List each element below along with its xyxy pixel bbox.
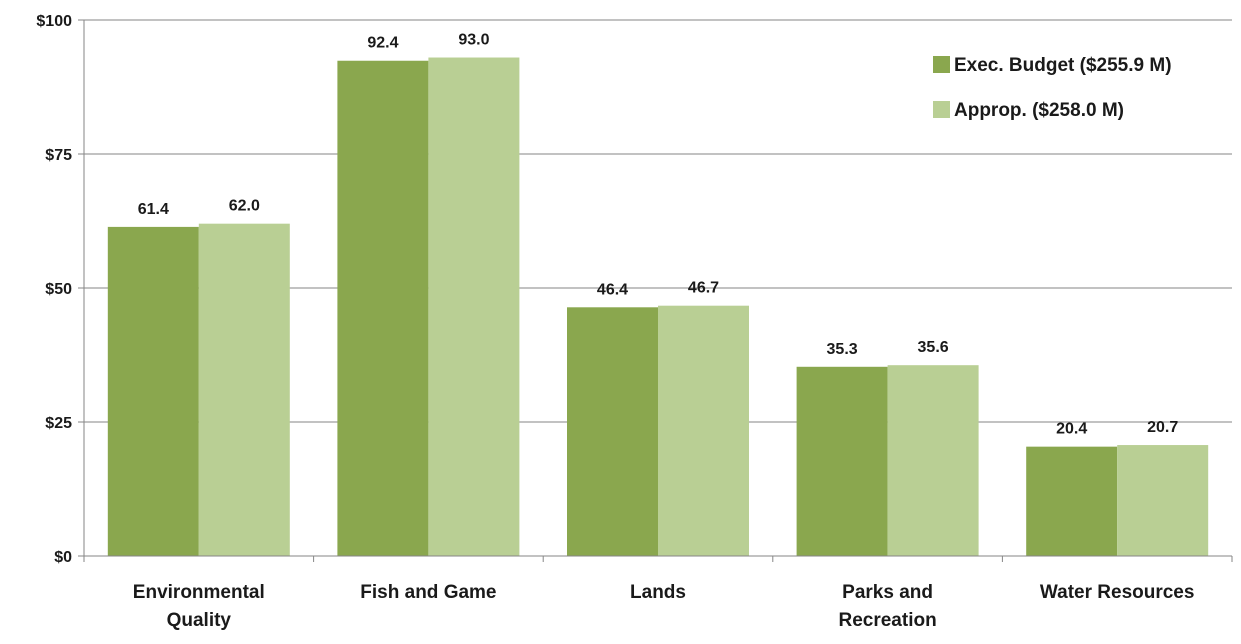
bar-exec-budget xyxy=(107,226,199,556)
data-label: 93.0 xyxy=(458,32,489,49)
data-label: 35.6 xyxy=(918,339,949,356)
data-label: 62.0 xyxy=(229,198,260,215)
y-tick-label: $50 xyxy=(45,281,72,298)
legend-label: Exec. Budget ($255.9 M) xyxy=(954,55,1172,76)
category-label: Environmental xyxy=(133,582,265,603)
bar-exec-budget xyxy=(796,366,888,556)
category-label: Lands xyxy=(630,582,686,603)
category-label: Recreation xyxy=(838,610,936,631)
bar-exec-budget xyxy=(567,307,658,556)
legend-label: Approp. ($258.0 M) xyxy=(954,100,1124,121)
data-label: 61.4 xyxy=(138,201,169,218)
y-tick-label: $0 xyxy=(54,549,72,566)
bar-approp xyxy=(428,57,520,557)
y-tick-label: $100 xyxy=(36,13,72,30)
bar-exec-budget xyxy=(337,60,429,557)
category-label: Parks and xyxy=(842,582,933,603)
legend-swatch xyxy=(933,101,950,118)
bar-approp xyxy=(658,305,749,556)
data-label: 46.7 xyxy=(688,280,719,297)
y-tick-label: $75 xyxy=(45,147,72,164)
bar-approp xyxy=(887,365,979,556)
axes: $0 $25 $50 $75 $100 xyxy=(36,13,1233,566)
bars xyxy=(107,57,1209,557)
bar-approp xyxy=(198,223,290,556)
category-label: Quality xyxy=(167,610,232,631)
data-label: 92.4 xyxy=(367,35,398,52)
data-label: 20.7 xyxy=(1147,419,1178,436)
category-label: Water Resources xyxy=(1040,582,1195,603)
y-tick-label: $25 xyxy=(45,415,72,432)
legend-swatch xyxy=(933,56,950,73)
bar-exec-budget xyxy=(1026,446,1118,556)
category-label: Fish and Game xyxy=(360,582,496,603)
bar-approp xyxy=(1117,445,1209,556)
data-label: 35.3 xyxy=(827,341,858,358)
legend: Exec. Budget ($255.9 M) Approp. ($258.0 M… xyxy=(933,55,1172,121)
data-label: 46.4 xyxy=(597,281,628,298)
labels: 61.4 62.0 Environmental Quality 92.4 93.0 Fish… xyxy=(133,32,1195,631)
data-label: 20.4 xyxy=(1056,421,1087,438)
